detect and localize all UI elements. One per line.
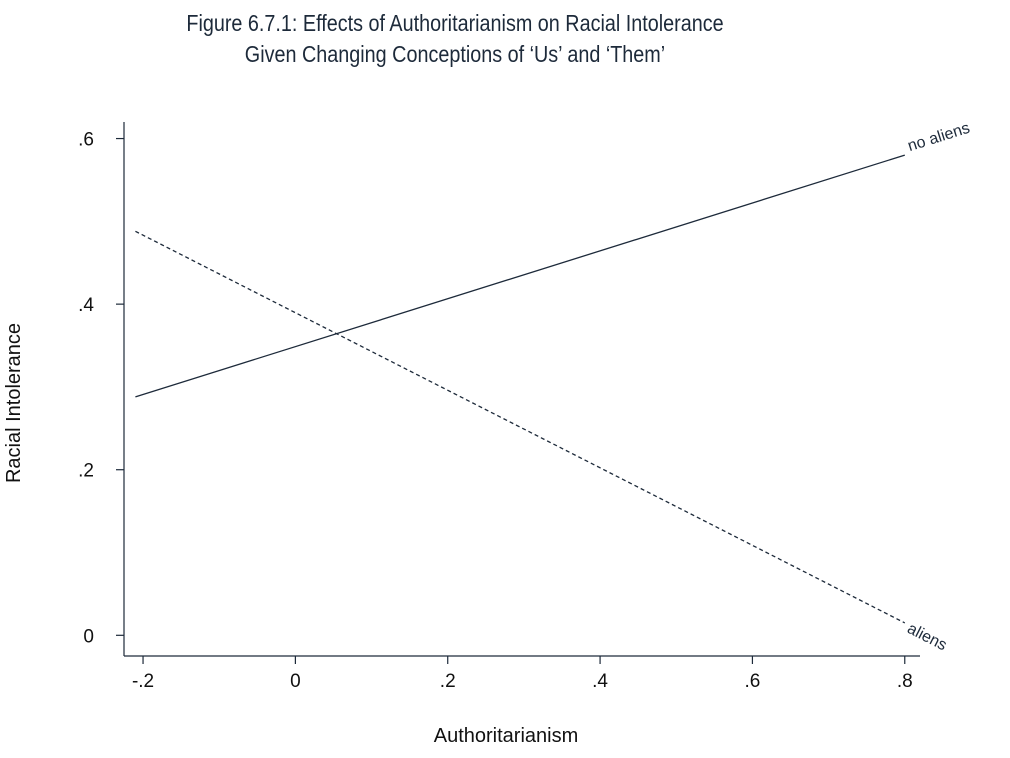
y-tick-label: 0 bbox=[83, 626, 94, 647]
series-lines bbox=[135, 154, 906, 624]
series-line-no-aliens bbox=[135, 154, 905, 398]
x-tick-label: 0 bbox=[290, 671, 301, 692]
y-tick-label: .2 bbox=[78, 461, 94, 482]
x-axis-ticks: -.2 0 .2 .4 .6 .8 bbox=[132, 656, 913, 692]
x-tick-label: .8 bbox=[897, 671, 913, 692]
chart-title: Figure 6.7.1: Effects of Authoritarianis… bbox=[64, 8, 847, 70]
series-label-no-aliens: no aliens bbox=[906, 120, 972, 155]
y-axis-title: Racial Intolerance bbox=[3, 323, 25, 483]
chart-title-line-1: Figure 6.7.1: Effects of Authoritarianis… bbox=[186, 10, 724, 36]
x-tick-label: -.2 bbox=[132, 671, 154, 692]
x-axis-title: Authoritarianism bbox=[434, 725, 579, 747]
series-labels: no aliens aliens bbox=[904, 120, 971, 655]
x-tick-label: .6 bbox=[744, 671, 760, 692]
y-tick-label: .6 bbox=[78, 130, 94, 151]
x-tick-label: .4 bbox=[592, 671, 608, 692]
chart-subtitle: Given Changing Conceptions of ‘Us’ and ‘… bbox=[244, 41, 666, 67]
series-label-aliens: aliens bbox=[904, 620, 949, 654]
series-line-aliens bbox=[135, 230, 906, 624]
x-tick-label: .2 bbox=[440, 671, 456, 692]
axes bbox=[123, 122, 920, 657]
y-axis-ticks: 0 .2 .4 .6 bbox=[78, 130, 124, 647]
y-tick-label: .4 bbox=[78, 295, 94, 316]
